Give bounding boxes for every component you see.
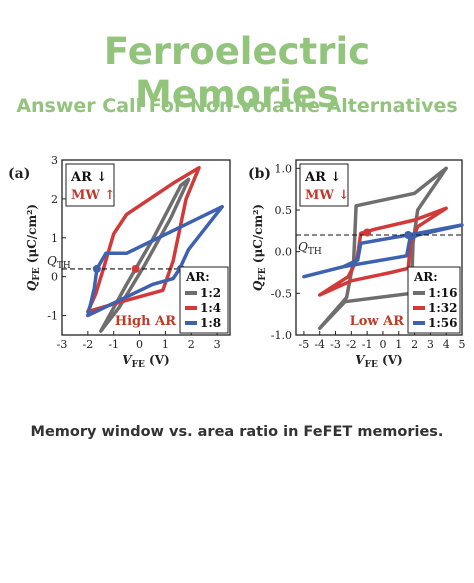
threshold-marker xyxy=(404,231,413,239)
threshold-marker xyxy=(131,264,140,273)
y-tick-label: 0.5 xyxy=(275,204,293,217)
y-tick-label: 1.0 xyxy=(275,162,293,175)
y-tick-label: 2 xyxy=(51,193,58,206)
y-tick-label: -1 xyxy=(47,310,58,323)
x-tick-label: -1 xyxy=(108,338,119,351)
x-tick-label: 0 xyxy=(136,338,143,351)
x-tick-label: -2 xyxy=(346,338,357,351)
y-tick-label: -1.0 xyxy=(271,329,292,342)
chart-panel-b: -5 -4 -3 -2 -1 0 1 2 3 4 5 -1.0 -0.5 0.0 0.5 1.0 VFE (V)… xyxy=(248,159,466,370)
legend-label: 1:56 xyxy=(428,316,457,330)
legend-label: 1:32 xyxy=(428,301,457,315)
x-tick-label: -3 xyxy=(330,338,341,351)
x-axis-label: VFE (V) xyxy=(122,353,169,370)
y-axis-label: QFE (μC/cm²) xyxy=(25,204,42,291)
x-tick-label: -2 xyxy=(82,338,93,351)
threshold-marker xyxy=(92,264,101,273)
series-line-1-4 xyxy=(86,166,201,314)
legend-title: AR: xyxy=(185,270,210,284)
x-tick-label: -5 xyxy=(299,338,310,351)
y-tick-label: 0 xyxy=(51,271,58,284)
x-tick-label: 1 xyxy=(162,338,169,351)
x-tick-label: 1 xyxy=(395,338,402,351)
x-tick-label: 2 xyxy=(188,338,195,351)
note-mw: MW ↑ xyxy=(71,188,115,203)
legend-title: AR: xyxy=(413,270,438,284)
legend-label: 1:16 xyxy=(428,286,457,300)
x-tick-label: 0 xyxy=(379,338,386,351)
plot-frame xyxy=(61,159,231,336)
note-mw: MW ↓ xyxy=(305,188,349,203)
x-tick-label: -4 xyxy=(314,338,325,351)
x-tick-label: 5 xyxy=(459,338,466,351)
panel-label: (a) xyxy=(8,166,30,182)
threshold-label: QTH xyxy=(47,254,71,271)
chart-panel-a: -3 -2 -1 0 1 2 3 -1 0 1 2 3 VFE (V) QFE (μC/cm²) (a) QT… xyxy=(8,154,231,370)
y-axis-label: QFE (μC/cm²) xyxy=(251,204,268,291)
series-line-1-56 xyxy=(302,223,464,279)
x-tick-label: 2 xyxy=(411,338,418,351)
x-tick-label: 3 xyxy=(214,338,221,351)
note-box xyxy=(299,163,349,207)
legend-label: 1:2 xyxy=(200,286,221,300)
x-tick-label: -1 xyxy=(362,338,373,351)
ar-annotation: High AR xyxy=(115,314,176,329)
note-ar: AR ↓ xyxy=(70,170,107,185)
y-tick-label: 3 xyxy=(51,154,58,167)
ar-annotation: Low AR xyxy=(350,314,405,329)
y-tick-label: 1 xyxy=(51,232,58,245)
threshold-label: QTH xyxy=(298,240,322,257)
threshold-marker xyxy=(363,228,372,237)
legend-label: 1:4 xyxy=(200,301,221,315)
x-tick-label: -3 xyxy=(57,338,68,351)
legend-label: 1:8 xyxy=(200,316,221,330)
panel-label: (b) xyxy=(248,166,271,182)
figure-caption: Memory window vs. area ratio in FeFET me… xyxy=(30,424,444,440)
note-box xyxy=(65,163,115,207)
series-line-1-8 xyxy=(86,204,224,318)
note-ar: AR ↓ xyxy=(304,170,341,185)
page-subtitle: Answer Call For Non-Volatile Alternative… xyxy=(16,95,458,117)
y-tick-label: 0.0 xyxy=(275,246,293,259)
plot-frame xyxy=(295,159,463,336)
page-title: Ferroelectric Memories xyxy=(103,30,371,116)
x-axis-label: VFE (V) xyxy=(355,353,402,370)
x-tick-label: 3 xyxy=(427,338,434,351)
y-tick-label: -0.5 xyxy=(271,287,292,300)
x-tick-label: 4 xyxy=(443,338,450,351)
